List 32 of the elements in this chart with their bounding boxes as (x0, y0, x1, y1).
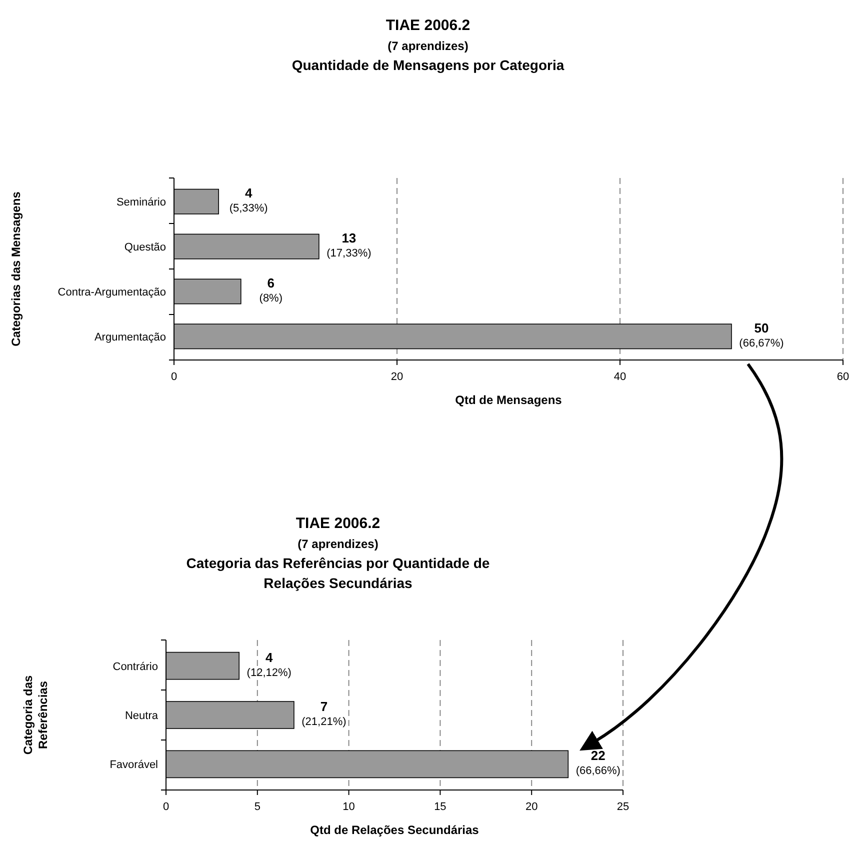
y-tick-label: Contrário (112, 660, 158, 673)
x-tick-label: 60 (836, 371, 850, 383)
y-tick-label: Neutra (124, 710, 159, 722)
x-tick-label: 0 (162, 801, 170, 813)
chart-title: TIAE 2006.2 (386, 17, 470, 34)
data-label: 50 (66,67%) (739, 320, 784, 350)
data-label: 4 (12,12%) (246, 650, 292, 679)
y-axis-title: Categorias das Mensagens (9, 191, 23, 346)
chart-subtitle: (7 aprendizes) Categoria das Referências por Quantidade de Relações Secundárias (186, 537, 490, 591)
x-tick-label: 0 (170, 371, 178, 383)
data-label: 4 (5,33%) (229, 186, 268, 215)
x-tick-label: 5 (254, 801, 260, 813)
y-tick-label: Seminário (116, 196, 166, 209)
x-tick-label: 20 (390, 371, 404, 383)
x-tick-label: 20 (525, 801, 538, 813)
data-label: 22 (66,66%) (576, 748, 620, 778)
y-tick-label: Argumentação (94, 331, 166, 344)
chart-title: TIAE 2006.2 (296, 515, 380, 532)
chart-subtitle: (7 aprendizes) Quantidade de Mensagens por Categoria (292, 39, 564, 73)
x-tick-label: 10 (342, 801, 355, 813)
x-tick-label: 40 (614, 371, 626, 383)
y-tick-label: Contra-Argumentação (58, 286, 166, 298)
y-tick-label: Favorável (110, 759, 158, 772)
x-tick-label: 25 (616, 801, 630, 813)
y-tick-label: Questão (124, 242, 166, 254)
data-label: 13 (17,33%) (326, 230, 372, 260)
data-label: 6 (8%) (259, 275, 283, 304)
y-axis-title: Categoria das Referências (21, 674, 50, 755)
x-tick-label: 15 (434, 801, 446, 813)
x-axis-title: Qtd de Relações Secundárias (310, 823, 480, 837)
data-label: 7 (21,21%) (302, 699, 346, 728)
x-axis-title: Qtd de Mensagens (455, 393, 562, 407)
